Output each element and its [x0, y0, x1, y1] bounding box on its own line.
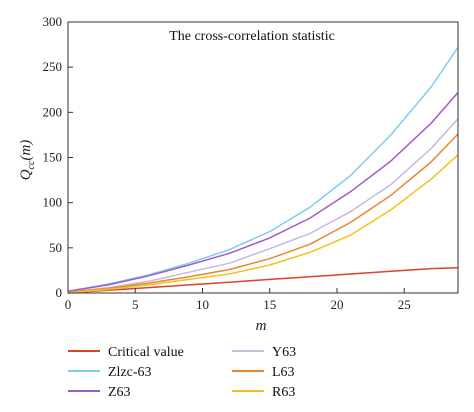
y-tick-label: 50: [49, 240, 62, 255]
chart-title: The cross-correlation statistic: [169, 29, 335, 44]
series-line-zlzc-63: [67, 46, 459, 292]
y-tick-label: 300: [43, 14, 63, 29]
y-tick-label: 250: [43, 59, 63, 74]
x-tick-label: 10: [196, 297, 209, 312]
series-line-y63: [67, 118, 459, 293]
y-tick-label: 100: [43, 195, 63, 210]
series-line-l63: [67, 133, 459, 293]
x-tick-label: 0: [65, 297, 72, 312]
x-tick-label: 25: [398, 297, 411, 312]
y-tick-label: 200: [43, 104, 63, 119]
y-axis-title-arg: (m): [18, 140, 34, 161]
y-axis-title-sub: cc: [26, 160, 37, 169]
legend: Critical value Zlzc-63 Z63 Y63 L63 R63: [68, 345, 296, 400]
y-axis-title-main: Q: [18, 169, 34, 180]
x-tick-label: 20: [330, 297, 343, 312]
legend-label: Zlzc-63: [108, 365, 152, 380]
plot-frame: [67, 21, 459, 294]
legend-label: Y63: [272, 345, 296, 360]
legend-label: Z63: [108, 385, 131, 400]
y-tick-label: 150: [43, 150, 63, 165]
x-tick-label: 5: [132, 297, 139, 312]
series-line-z63: [67, 92, 459, 292]
plot-area: [67, 46, 459, 294]
legend-label: L63: [272, 365, 295, 380]
svg-text:Qcc(m): Qcc(m): [18, 140, 37, 181]
series-line-r63: [67, 154, 459, 294]
legend-label: R63: [272, 385, 295, 400]
legend-label: Critical value: [108, 345, 184, 360]
x-tick-label: 15: [263, 297, 276, 312]
y-axis-title: Qcc(m): [18, 140, 37, 181]
x-axis-title: m: [256, 318, 267, 334]
y-tick-label: 0: [56, 285, 63, 300]
